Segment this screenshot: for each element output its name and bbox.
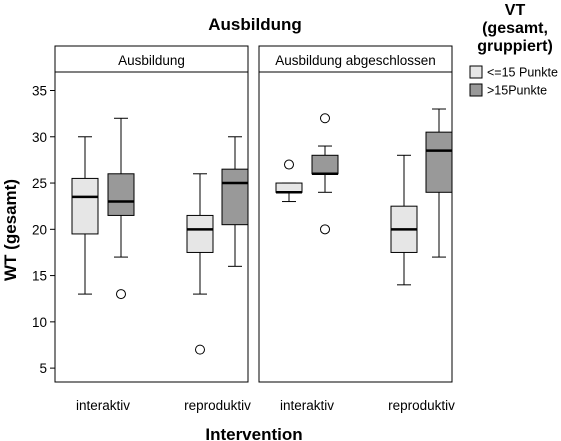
- y-tick-label: 5: [39, 361, 47, 376]
- y-tick-label: 35: [32, 84, 47, 99]
- legend-label: >15Punkte: [487, 84, 547, 98]
- box-reproduktiv-series-2: [425, 108, 453, 258]
- legend-swatch: [469, 83, 483, 97]
- y-axis-title: WT (gesamt): [1, 179, 20, 281]
- panel-frame: [258, 45, 453, 383]
- outlier-point: [195, 344, 205, 355]
- y-tick-label: 20: [32, 222, 47, 237]
- box-iqr: [221, 168, 249, 226]
- box-iqr: [275, 182, 303, 193]
- legend-swatch: [469, 65, 483, 79]
- box-iqr: [186, 214, 214, 253]
- panel-1: Ausbildung interaktiv reproduktiv: [54, 45, 251, 413]
- y-tick-label: 25: [32, 176, 47, 191]
- y-tick-label: 15: [32, 269, 47, 284]
- panel-title: Ausbildung: [118, 53, 185, 68]
- legend-title-line: gruppiert): [477, 38, 553, 55]
- outlier-point: [320, 113, 330, 124]
- legend-title-line: VT: [505, 2, 526, 19]
- box-iqr: [71, 177, 99, 235]
- chart-title: Ausbildung: [208, 15, 301, 34]
- x-tick-label: interaktiv: [280, 398, 334, 413]
- y-axis: 5 10 15 20 25 30 35: [32, 84, 55, 376]
- x-tick-label: interaktiv: [76, 398, 130, 413]
- box-interaktiv-series-1: [71, 136, 99, 295]
- box-reproduktiv-series-1: [390, 154, 418, 286]
- y-tick-label: 30: [32, 130, 47, 145]
- legend: VT(gesamt,gruppiert) <=15 Punkte >15Punkte: [469, 2, 558, 98]
- box-iqr: [425, 131, 453, 193]
- box-reproduktiv-series-1: [186, 173, 214, 355]
- panel-2: Ausbildung abgeschlossen interaktiv reprod…: [258, 45, 455, 413]
- box-interaktiv-series-2: [311, 113, 339, 235]
- outlier-point: [284, 159, 294, 170]
- legend-label: <=15 Punkte: [487, 66, 558, 80]
- legend-title-line: (gesamt,: [482, 20, 548, 37]
- outlier-point: [116, 289, 126, 300]
- box-iqr: [311, 154, 339, 175]
- y-tick-label: 10: [32, 315, 47, 330]
- panel-title: Ausbildung abgeschlossen: [275, 53, 436, 68]
- x-tick-label: reproduktiv: [184, 398, 251, 413]
- x-axis-title: Intervention: [205, 425, 302, 441]
- box-iqr: [107, 173, 135, 216]
- box-reproduktiv-series-2: [221, 136, 249, 267]
- box-interaktiv-series-1: [275, 159, 303, 203]
- box-interaktiv-series-2: [107, 117, 135, 300]
- x-tick-label: reproduktiv: [388, 398, 455, 413]
- outlier-point: [320, 224, 330, 235]
